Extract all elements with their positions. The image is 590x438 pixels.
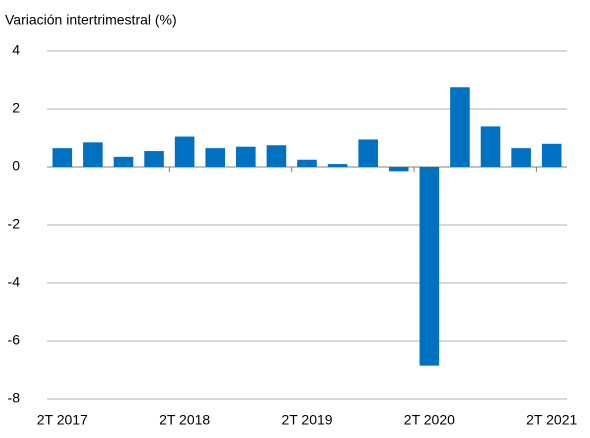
y-tick-label: 2 [12,100,20,116]
bar [480,126,501,167]
chart-subtitle: Variación intertrimestral (%) [5,12,177,28]
bar [450,87,470,167]
bar [541,143,562,167]
bar [83,142,103,167]
y-tick-label: -8 [8,390,21,406]
bar [236,146,256,167]
bar [358,139,378,167]
bar [419,167,440,366]
y-tick-label: 4 [12,42,20,58]
bar [144,151,164,167]
bar [388,167,409,172]
x-tick-label: 2T 2021 [526,412,577,428]
x-tick-label: 2T 2020 [404,412,455,428]
bar [174,136,195,167]
y-tick-label: -6 [8,332,21,348]
bar [205,148,226,167]
bar [266,145,287,167]
bar [327,164,348,167]
bar [297,159,317,167]
x-tick-label: 2T 2017 [37,412,88,428]
y-tick-label: -2 [8,216,21,232]
x-tick-label: 2T 2018 [159,412,210,428]
x-tick-label: 2T 2019 [281,412,332,428]
y-tick-label: -4 [8,274,21,290]
y-tick-label: 0 [12,158,20,174]
bar [511,148,531,167]
bar [52,148,73,167]
bar [113,156,134,167]
